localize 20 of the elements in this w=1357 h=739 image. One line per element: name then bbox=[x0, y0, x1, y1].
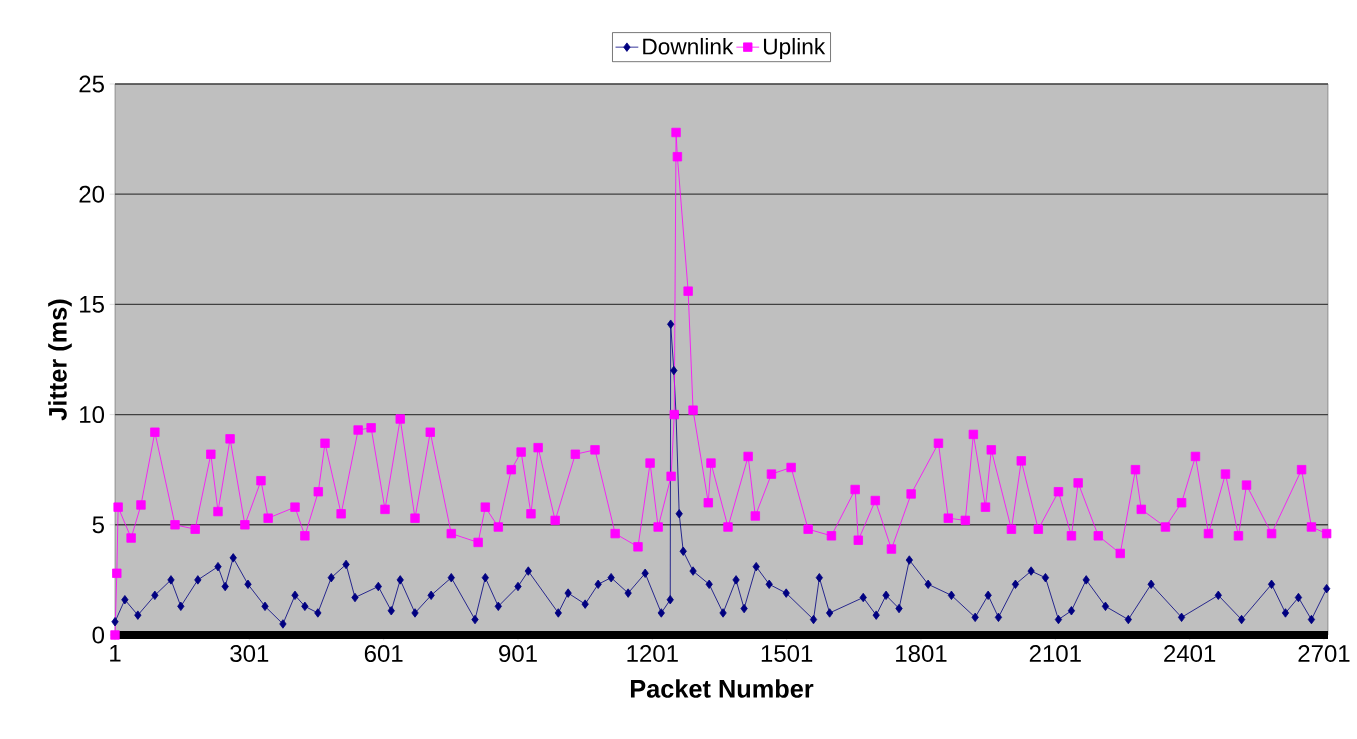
x-tick-label: 2701 bbox=[1298, 645, 1350, 663]
y-tick-label: 15 bbox=[80, 296, 104, 313]
x-tick-label: 2401 bbox=[1164, 645, 1216, 663]
x-tick-label: 901 bbox=[499, 645, 537, 663]
x-tick-label: 601 bbox=[364, 645, 403, 663]
y-tick-label: 0 bbox=[92, 626, 105, 644]
legend-label: Uplink bbox=[763, 37, 826, 60]
x-tick-label: 1801 bbox=[896, 645, 947, 663]
x-tick-label: 301 bbox=[230, 645, 269, 663]
y-axis-title: Jitter (ms) bbox=[48, 299, 72, 421]
x-tick-label: 1 bbox=[110, 645, 121, 662]
x-axis-title: Packet Number bbox=[630, 679, 814, 698]
x-tick-label: 1201 bbox=[627, 645, 678, 663]
y-tick-label: 25 bbox=[79, 75, 104, 93]
x-tick-label: 1501 bbox=[761, 645, 813, 663]
legend-label: Downlink bbox=[643, 37, 734, 55]
y-tick-label: 5 bbox=[92, 516, 104, 534]
y-tick-label: 20 bbox=[79, 185, 105, 203]
x-tick-label: 2101 bbox=[1029, 645, 1081, 663]
y-tick-label: 10 bbox=[80, 406, 105, 424]
